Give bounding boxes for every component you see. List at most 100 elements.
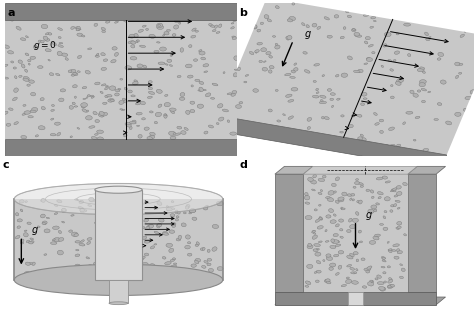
Ellipse shape bbox=[235, 49, 240, 53]
Ellipse shape bbox=[177, 267, 181, 270]
Ellipse shape bbox=[4, 64, 8, 67]
Ellipse shape bbox=[351, 272, 356, 274]
Ellipse shape bbox=[465, 96, 472, 100]
Ellipse shape bbox=[354, 70, 360, 73]
Ellipse shape bbox=[331, 183, 336, 187]
Ellipse shape bbox=[229, 59, 235, 62]
Ellipse shape bbox=[212, 247, 217, 251]
Ellipse shape bbox=[399, 78, 404, 82]
Ellipse shape bbox=[324, 117, 329, 120]
Ellipse shape bbox=[122, 217, 128, 220]
Ellipse shape bbox=[410, 90, 414, 94]
Ellipse shape bbox=[285, 73, 291, 76]
Ellipse shape bbox=[131, 95, 135, 97]
Ellipse shape bbox=[48, 59, 50, 61]
Ellipse shape bbox=[105, 87, 109, 90]
Ellipse shape bbox=[149, 111, 153, 113]
Ellipse shape bbox=[93, 273, 98, 278]
Ellipse shape bbox=[428, 91, 430, 93]
Ellipse shape bbox=[222, 109, 228, 112]
Ellipse shape bbox=[393, 204, 397, 207]
Ellipse shape bbox=[234, 69, 237, 70]
Ellipse shape bbox=[41, 40, 44, 43]
Ellipse shape bbox=[100, 216, 107, 221]
Ellipse shape bbox=[201, 57, 206, 60]
Ellipse shape bbox=[374, 113, 377, 115]
Ellipse shape bbox=[459, 63, 463, 65]
Ellipse shape bbox=[334, 15, 339, 18]
Ellipse shape bbox=[137, 229, 139, 231]
Ellipse shape bbox=[150, 135, 155, 139]
Ellipse shape bbox=[9, 19, 13, 21]
Ellipse shape bbox=[128, 41, 135, 44]
Ellipse shape bbox=[166, 30, 171, 31]
Ellipse shape bbox=[91, 96, 94, 98]
Ellipse shape bbox=[359, 241, 363, 243]
Ellipse shape bbox=[367, 282, 374, 286]
Ellipse shape bbox=[26, 262, 30, 265]
Ellipse shape bbox=[29, 80, 35, 83]
Ellipse shape bbox=[54, 238, 61, 242]
Ellipse shape bbox=[363, 98, 367, 100]
Ellipse shape bbox=[351, 193, 355, 196]
Ellipse shape bbox=[8, 51, 14, 54]
Ellipse shape bbox=[427, 3, 433, 6]
Ellipse shape bbox=[212, 119, 219, 123]
Ellipse shape bbox=[306, 281, 310, 284]
Ellipse shape bbox=[251, 153, 256, 157]
Ellipse shape bbox=[269, 55, 273, 58]
Ellipse shape bbox=[27, 59, 31, 62]
Ellipse shape bbox=[266, 52, 271, 55]
Ellipse shape bbox=[233, 20, 236, 21]
Ellipse shape bbox=[42, 222, 46, 225]
Ellipse shape bbox=[77, 71, 80, 72]
Ellipse shape bbox=[372, 196, 374, 198]
Ellipse shape bbox=[307, 264, 313, 268]
Ellipse shape bbox=[75, 264, 81, 268]
Polygon shape bbox=[14, 199, 223, 280]
Ellipse shape bbox=[319, 217, 323, 220]
Ellipse shape bbox=[221, 90, 224, 92]
Ellipse shape bbox=[38, 40, 42, 42]
Text: d: d bbox=[239, 160, 247, 170]
Ellipse shape bbox=[108, 99, 114, 102]
Ellipse shape bbox=[40, 272, 44, 273]
Ellipse shape bbox=[85, 116, 92, 120]
Ellipse shape bbox=[155, 112, 162, 117]
Ellipse shape bbox=[195, 244, 199, 246]
Ellipse shape bbox=[95, 82, 100, 85]
Ellipse shape bbox=[315, 280, 319, 282]
Ellipse shape bbox=[103, 59, 108, 62]
Ellipse shape bbox=[371, 205, 377, 209]
Ellipse shape bbox=[381, 65, 383, 67]
Ellipse shape bbox=[406, 11, 408, 14]
Ellipse shape bbox=[366, 189, 370, 192]
Ellipse shape bbox=[313, 174, 317, 178]
Ellipse shape bbox=[404, 17, 408, 19]
Ellipse shape bbox=[307, 118, 311, 121]
Ellipse shape bbox=[134, 80, 138, 83]
Ellipse shape bbox=[130, 206, 135, 208]
Ellipse shape bbox=[115, 90, 120, 92]
Ellipse shape bbox=[389, 144, 395, 148]
Ellipse shape bbox=[44, 254, 47, 255]
Ellipse shape bbox=[26, 272, 32, 276]
Ellipse shape bbox=[130, 218, 135, 221]
Ellipse shape bbox=[138, 134, 142, 138]
Ellipse shape bbox=[157, 224, 162, 227]
Ellipse shape bbox=[116, 276, 118, 279]
Ellipse shape bbox=[57, 51, 62, 56]
Ellipse shape bbox=[119, 100, 124, 104]
Ellipse shape bbox=[459, 16, 463, 18]
Ellipse shape bbox=[428, 37, 431, 38]
Ellipse shape bbox=[331, 105, 334, 108]
Ellipse shape bbox=[449, 16, 454, 18]
Ellipse shape bbox=[194, 260, 199, 264]
Ellipse shape bbox=[15, 235, 20, 239]
Ellipse shape bbox=[315, 252, 321, 256]
Ellipse shape bbox=[36, 274, 41, 276]
Ellipse shape bbox=[27, 84, 30, 86]
Ellipse shape bbox=[179, 97, 185, 100]
Ellipse shape bbox=[361, 258, 365, 261]
Ellipse shape bbox=[31, 92, 36, 96]
